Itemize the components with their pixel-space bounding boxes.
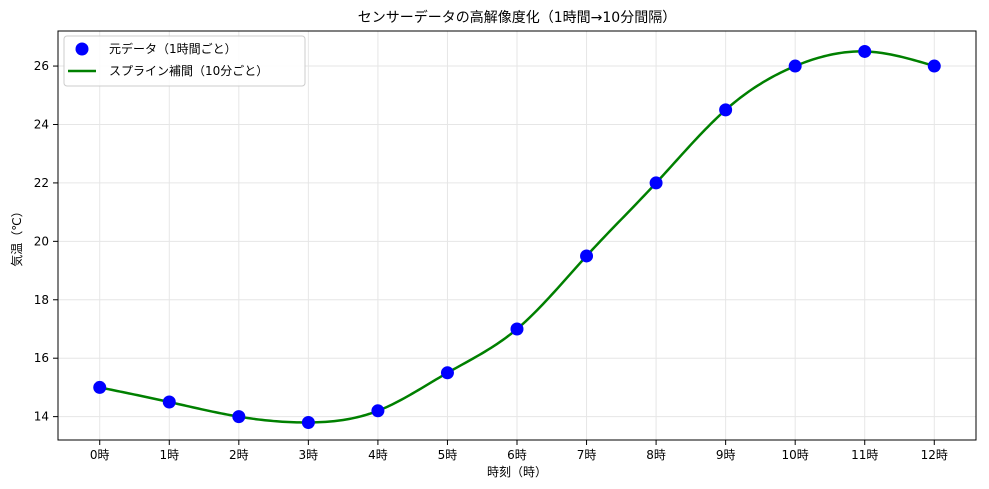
x-tick-label: 3時 (299, 448, 319, 462)
grid (58, 31, 976, 440)
y-tick-label: 18 (34, 293, 49, 307)
data-point (371, 404, 385, 418)
x-tick-label: 0時 (90, 448, 110, 462)
y-axis-label: 気温（℃） (9, 205, 24, 266)
chart-title: センサーデータの高解像度化（1時間→10分間隔） (358, 9, 676, 26)
x-tick-label: 4時 (368, 448, 388, 462)
x-tick-label: 11時 (851, 448, 878, 462)
data-point (788, 59, 802, 73)
data-point (93, 380, 107, 394)
data-point (858, 44, 872, 58)
legend-frame (63, 35, 306, 87)
x-tick-label: 9時 (716, 448, 736, 462)
y-tick-label: 24 (34, 117, 49, 131)
x-tick-label: 10時 (782, 448, 809, 462)
data-point (440, 366, 454, 380)
y-tick-label: 16 (34, 351, 49, 365)
data-point (301, 415, 315, 429)
legend-label-spline: スプライン補間（10分ごと） (109, 63, 268, 78)
x-tick-label: 7時 (577, 448, 597, 462)
y-tick-label: 20 (34, 234, 49, 248)
x-tick-label: 6時 (507, 448, 527, 462)
data-point (232, 410, 246, 424)
x-tick-label: 12時 (921, 448, 948, 462)
data-point (649, 176, 663, 190)
y-tick-label: 26 (34, 59, 49, 73)
x-tick-label: 8時 (646, 448, 666, 462)
x-axis-label: 時刻（時） (487, 465, 547, 479)
y-tick-label: 22 (34, 176, 49, 190)
legend-label-original: 元データ（1時間ごと） (109, 41, 237, 56)
y-tick-label: 14 (34, 410, 49, 424)
x-tick-label: 2時 (229, 448, 249, 462)
legend-marker-original (75, 42, 89, 56)
data-point (162, 395, 176, 409)
legend: 元データ（1時間ごと） スプライン補間（10分ごと） (63, 35, 306, 87)
data-point (510, 322, 524, 336)
series-points-original (93, 44, 941, 429)
x-axis: 0時 1時 2時 3時 4時 5時 6時 7時 8時 9時 10時 11時 12時 (90, 440, 948, 462)
data-point (580, 249, 594, 263)
data-point (719, 103, 733, 117)
x-tick-label: 1時 (159, 448, 179, 462)
data-point (927, 59, 941, 73)
x-tick-label: 5時 (438, 448, 458, 462)
y-axis: 14 16 18 20 22 24 26 (34, 59, 58, 424)
